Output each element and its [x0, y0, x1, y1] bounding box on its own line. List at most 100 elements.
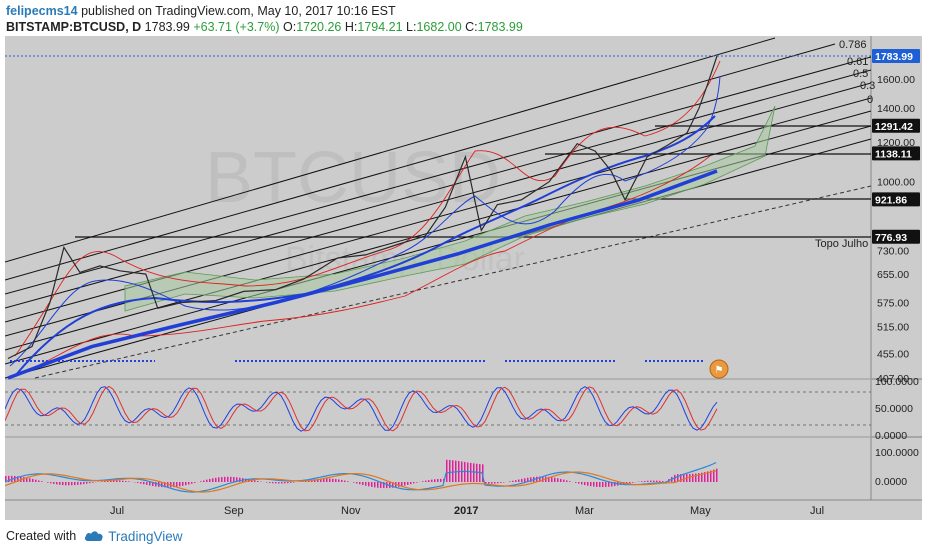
macd-bar — [434, 479, 436, 482]
macd-bar — [380, 482, 382, 488]
author-link[interactable]: felipecms14 — [6, 4, 78, 18]
price-tick-label: 730.00 — [877, 245, 909, 257]
macd-bar — [710, 470, 712, 482]
open-label: O: — [283, 20, 297, 34]
macd-bar — [278, 482, 280, 484]
macd-bar — [233, 477, 235, 482]
macd-bar — [320, 478, 322, 482]
tradingview-logo[interactable]: TradingView — [84, 529, 182, 544]
event-badge[interactable]: ⚑ — [709, 359, 729, 379]
ma200-line — [7, 169, 718, 380]
macd-bar — [470, 462, 472, 482]
macd-bar — [155, 482, 157, 487]
macd-bar — [632, 482, 634, 483]
macd-bar — [647, 480, 649, 482]
macd-bar — [425, 480, 427, 482]
macd-bar — [491, 482, 493, 484]
macd-bar — [467, 462, 469, 482]
macd-bar — [608, 482, 610, 487]
price-tag-label: 921.86 — [875, 194, 907, 206]
macd-bar — [251, 479, 253, 482]
macd-bar — [74, 482, 76, 486]
macd-bar — [344, 480, 346, 482]
bollinger-upper — [14, 60, 721, 357]
macd-bar — [185, 482, 187, 486]
chart-area[interactable]: BTCUSD Bitstamp, Dollar 0.786 0.61 0.5 0… — [5, 36, 922, 520]
macd-bar — [5, 476, 7, 482]
macd-bar — [515, 480, 517, 482]
macd-bar — [77, 482, 79, 485]
macd-bar — [698, 473, 700, 482]
macd-bar — [245, 478, 247, 482]
macd-bar — [566, 480, 568, 482]
macd-bar — [203, 480, 205, 482]
macd-bar — [182, 482, 184, 486]
price-tag: 776.93 — [872, 229, 920, 244]
price-tick-label: 655.00 — [877, 269, 909, 281]
macd-bar — [554, 477, 556, 482]
macd-bar — [86, 482, 88, 484]
macd-bar — [518, 479, 520, 482]
macd-bar — [50, 482, 52, 484]
x-label-jul: Jul — [110, 505, 124, 517]
macd-bar — [365, 482, 367, 486]
close-value: 1783.99 — [477, 20, 523, 34]
macd-bar — [215, 477, 217, 482]
macd-bar — [275, 482, 277, 484]
macd-bar — [23, 477, 25, 482]
macd-bar — [257, 481, 259, 482]
macd-bar — [440, 478, 442, 482]
footer-bar: Created with TradingView — [6, 526, 182, 546]
macd-bar — [173, 482, 175, 488]
macd-bar — [110, 480, 112, 482]
macd-bar — [137, 482, 139, 484]
ichimoku-cloud — [124, 105, 776, 312]
macd-bar — [587, 482, 589, 486]
macd-signal-line — [5, 470, 717, 493]
macd-bar — [200, 481, 202, 482]
macd-bar — [677, 474, 679, 482]
low-label: L: — [406, 20, 417, 34]
macd-bar — [593, 482, 595, 487]
macd-bar — [650, 480, 652, 482]
macd-bar — [404, 482, 406, 486]
watermark-symbol: BTCUSD — [205, 138, 501, 218]
fib-05-label: 0.5 — [853, 68, 868, 80]
fib-0-label: 0 — [867, 94, 873, 106]
macd-bar — [416, 482, 418, 483]
macd-bar — [206, 479, 208, 482]
macd-bar — [410, 482, 412, 485]
macd-bar — [47, 482, 49, 483]
macd-bar — [548, 476, 550, 482]
macd-bar — [527, 477, 529, 482]
macd-bar — [281, 482, 283, 484]
macd-bar — [80, 482, 82, 485]
macd-bar — [92, 482, 94, 483]
macd-bar — [62, 482, 64, 486]
macd-bar — [341, 479, 343, 482]
macd-bar — [116, 480, 118, 482]
macd-bar — [359, 482, 361, 485]
macd-bar — [65, 482, 67, 486]
macd-bar — [32, 478, 34, 482]
last-price: 1783.99 — [144, 20, 190, 34]
macd-bar — [482, 464, 484, 482]
macd-bar — [290, 482, 292, 483]
macd-bar — [26, 477, 28, 482]
x-label-mar: Mar — [575, 505, 594, 517]
macd-bar — [212, 478, 214, 482]
macd-bar — [353, 482, 355, 483]
macd-bar — [56, 482, 58, 485]
macd-bar — [707, 471, 709, 482]
high-label: H: — [344, 20, 358, 34]
price-chart[interactable]: BTCUSD Bitstamp, Dollar 0.786 0.61 0.5 0… — [5, 36, 922, 520]
macd-bar — [221, 477, 223, 482]
macd-bar — [239, 477, 241, 482]
price-tick-label: 1000.00 — [877, 177, 915, 189]
macd-bar — [329, 478, 331, 482]
macd-bar — [713, 469, 715, 482]
macd-bar — [398, 482, 400, 487]
price-tag: 1783.99 — [872, 49, 920, 63]
macd-bar — [716, 468, 718, 482]
macd-bar — [500, 482, 502, 483]
